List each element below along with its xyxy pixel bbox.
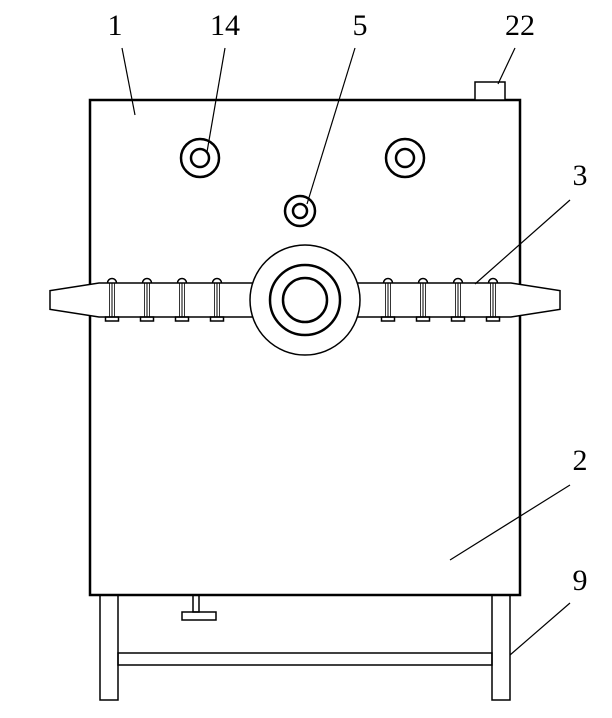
- bolt-nut: [211, 317, 224, 321]
- leader-line: [510, 603, 570, 655]
- flange-bar-left: [50, 283, 253, 317]
- ref-label-9: 9: [573, 564, 588, 597]
- bolt-nut: [452, 317, 465, 321]
- leader-line: [307, 48, 355, 204]
- left-eye-outer: [181, 139, 219, 177]
- drain-stem: [193, 595, 199, 612]
- bolt-nut: [487, 317, 500, 321]
- technical-diagram: 1 14 5 22 3 2 9: [0, 0, 612, 718]
- bolt-nut: [176, 317, 189, 321]
- drain-cap: [182, 612, 216, 620]
- right-eye-outer: [386, 139, 424, 177]
- right-eye-inner: [396, 149, 414, 167]
- stand-crossbar: [118, 653, 492, 665]
- ref-label-1: 1: [108, 9, 123, 42]
- ref-label-5: 5: [353, 9, 368, 42]
- stand-leg: [492, 595, 510, 700]
- bolt-nut: [106, 317, 119, 321]
- bolt-nut: [141, 317, 154, 321]
- bolt-nut: [382, 317, 395, 321]
- ref-label-14: 14: [210, 9, 240, 42]
- leader-line: [475, 200, 570, 284]
- ref-label-22: 22: [505, 9, 535, 42]
- bolt-nut: [417, 317, 430, 321]
- stand-leg: [100, 595, 118, 700]
- center-eye-inner: [293, 204, 307, 218]
- ref-label-3: 3: [573, 159, 588, 192]
- leader-line: [498, 48, 515, 84]
- ref-label-2: 2: [573, 444, 588, 477]
- leader-line: [122, 48, 135, 115]
- left-eye-inner: [191, 149, 209, 167]
- leader-line: [450, 485, 570, 560]
- center-eye-outer: [285, 196, 315, 226]
- top-port: [475, 82, 505, 100]
